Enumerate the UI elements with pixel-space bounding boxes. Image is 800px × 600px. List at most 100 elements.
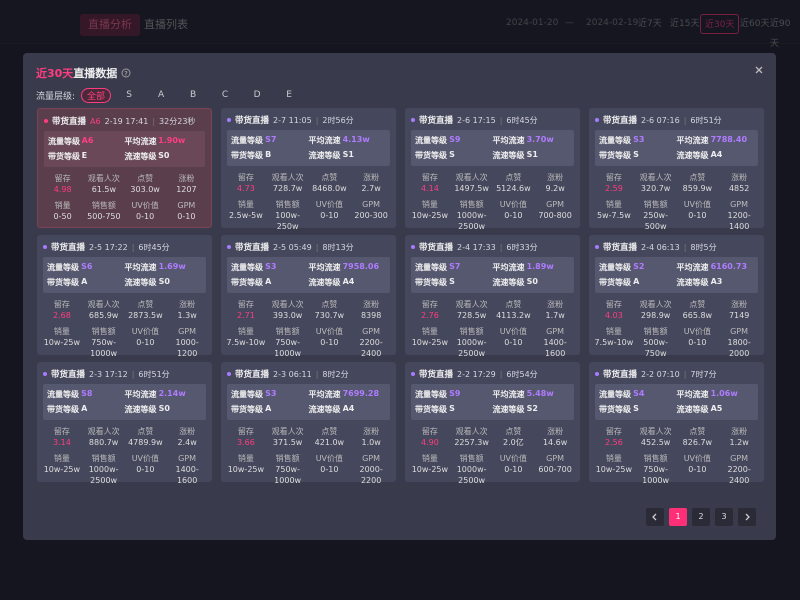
close-button[interactable] (754, 65, 764, 75)
stat-label: 销售额 (643, 200, 668, 209)
level-value: S0 (526, 277, 538, 286)
separator: | (683, 242, 687, 252)
stat: GPM 600-700 (534, 453, 576, 486)
stat-label: UV价值 (131, 454, 160, 463)
stat: 点赞 730.7w (309, 299, 351, 321)
stat-label: 销售额 (275, 327, 300, 336)
stat-label: GPM (546, 327, 565, 336)
page-button[interactable]: 3 (715, 508, 733, 526)
level-label: 平均流速 (492, 263, 525, 272)
level-value: S (449, 277, 455, 286)
live-card[interactable]: 带货直播 2-4 06:13 | 8时5分 流量等级 S2 平均流速 6160.73 带货等级 A… (589, 235, 764, 358)
level-value: S (633, 404, 639, 413)
filter-chip[interactable]: S (126, 90, 132, 100)
stat: 销售额 1000w-2500w (451, 199, 493, 232)
level-label: 流速等级 (308, 151, 341, 160)
stat-label: 销售额 (91, 454, 116, 463)
stat-label: UV价值 (315, 454, 344, 463)
stat-value: 0-10 (688, 338, 707, 347)
stat: GPM 1400-1600 (166, 453, 208, 486)
live-card[interactable]: 带货直播 2-6 07:16 | 6时51分 流量等级 S3 平均流速 7788.40 带货等级… (589, 108, 764, 231)
card-header: 带货直播 2-6 17:15 | 6时45分 (411, 114, 538, 126)
separator: | (131, 242, 135, 252)
live-card[interactable]: 带货直播 2-3 06:11 | 8时2分 流量等级 S3 平均流速 7699.28 带货等级 A… (221, 362, 396, 485)
live-card[interactable]: 带货直播 2-4 17:33 | 6时33分 流量等级 S7 平均流速 1.89w 带货等级 S 流… (405, 235, 580, 358)
live-card[interactable]: 带货直播 2-5 17:22 | 6时45分 流量等级 S6 平均流速 1.69w 带货等级 A 流… (37, 235, 212, 358)
page-arrow[interactable] (738, 508, 756, 526)
level-label: 流速等级 (676, 405, 709, 414)
stats-row: 留存 2.68 观看人次 685.9w 点赞 2873.5w 涨粉 1.3w (41, 299, 208, 321)
stat-label: 观看人次 (455, 427, 488, 436)
stat-label: GPM (178, 454, 197, 463)
stats-row: 留存 3.66 观看人次 371.5w 点赞 421.0w 涨粉 1.0w (225, 426, 392, 448)
level-label: 流速等级 (308, 278, 341, 287)
level-box: 流量等级 S3 平均流速 7699.28 带货等级 A 流速等级 A4 (227, 384, 390, 420)
page-button[interactable]: 2 (692, 508, 710, 526)
time: 2-6 07:16 (641, 115, 680, 125)
stat-value: 320.7w (640, 184, 671, 193)
time: 2-5 05:49 (273, 242, 312, 252)
stat-value: 0-10 (688, 465, 707, 474)
stats-row: 销量 10w-25w 销售额 750w-1000w UV价值 0-10 GPM 2200-24… (593, 453, 760, 486)
live-card[interactable]: 带货直播 2-5 05:49 | 8时13分 流量等级 S3 平均流速 7958.06 带货等级… (221, 235, 396, 358)
filter-chip[interactable]: 全部 (81, 87, 112, 103)
stat-label: 销售额 (643, 454, 668, 463)
stat-label: GPM (362, 327, 381, 336)
stat-value: 0-50 (53, 212, 72, 221)
stat-label: UV价值 (683, 200, 712, 209)
stat-label: 留存 (237, 173, 254, 182)
filter-chip[interactable]: E (286, 90, 292, 100)
live-type: 带货直播 (603, 116, 638, 126)
stats-row: 销量 7.5w-10w 销售额 750w-1000w UV价值 0-10 GPM 2200-2… (225, 326, 392, 359)
page-arrow[interactable] (646, 508, 664, 526)
stat-label: GPM (362, 454, 381, 463)
stat-label: 观看人次 (87, 427, 120, 436)
level-label: 带货等级 (415, 405, 447, 414)
stat-label: UV价值 (315, 327, 344, 336)
level-value: S8 (81, 389, 93, 398)
live-card[interactable]: 带货直播 2-3 17:12 | 6时51分 流量等级 S8 平均流速 2.14w 带货等级 A 流… (37, 362, 212, 485)
stat: 涨粉 9.2w (534, 172, 576, 194)
stat-value: 750w-1000w (90, 338, 118, 358)
stat: 涨粉 2.7w (350, 172, 392, 194)
stat-label: 涨粉 (731, 427, 748, 436)
stat-value: 2.71 (236, 311, 255, 320)
stat-label: 观看人次 (87, 300, 120, 309)
title-highlight: 近30天 (36, 67, 74, 80)
duration: 32分23秒 (159, 116, 196, 126)
stat-value: 4.90 (420, 438, 439, 447)
stat-value: 2000-2200 (359, 465, 383, 485)
level-value: 5.48w (526, 389, 554, 398)
stat-label: 销量 (54, 201, 71, 210)
stat-value: 8398 (360, 311, 382, 320)
filter-chip[interactable]: D (253, 90, 261, 100)
live-card[interactable]: 带货直播 2-6 17:15 | 6时45分 流量等级 S9 平均流速 3.70w 带货等级 S 流… (405, 108, 580, 231)
stat-label: 观看人次 (271, 300, 304, 309)
dot (595, 245, 599, 249)
page-button[interactable]: 1 (669, 508, 687, 526)
live-card[interactable]: 带货直播 A6 2-19 17:41 | 32分23秒 流量等级 A6 平均流速 1.90w 带货… (37, 108, 212, 228)
stats-row: 留存 2.56 观看人次 452.5w 点赞 826.7w 涨粉 1.2w (593, 426, 760, 448)
filter-chip[interactable]: A (157, 90, 165, 100)
level-label: 流速等级 (492, 278, 525, 287)
filter-chip[interactable]: B (189, 90, 197, 100)
stat-value: 1.3w (177, 311, 197, 320)
card-header: 带货直播 2-6 07:16 | 6时51分 (595, 114, 722, 126)
live-card[interactable]: 带货直播 2-2 07:10 | 7时7分 流量等级 S4 平均流速 1.06w 带货等级 S 流速… (589, 362, 764, 485)
stat: 销量 0-50 (42, 200, 83, 222)
stat-label: 销售额 (459, 454, 484, 463)
stat-label: 观看人次 (87, 174, 120, 183)
live-type: 带货直播 (235, 370, 270, 380)
live-card[interactable]: 带货直播 2-2 17:29 | 6时54分 流量等级 S9 平均流速 5.48w 带货等级 S 流… (405, 362, 580, 485)
stat: 点赞 859.9w (677, 172, 719, 194)
level-value: 3.70w (526, 135, 554, 144)
filter-chip[interactable]: C (221, 90, 229, 100)
dot (227, 372, 231, 376)
stat: 观看人次 452.5w (635, 426, 677, 448)
stat-value: 0-10 (504, 211, 523, 220)
help-icon[interactable]: ? (121, 68, 131, 78)
level-value: A (81, 277, 88, 286)
live-card[interactable]: 带货直播 2-7 11:05 | 2时56分 流量等级 S7 平均流速 4.13w 带货等级 B 流… (221, 108, 396, 231)
card-header: 带货直播 2-2 17:29 | 6时54分 (411, 368, 538, 380)
stat: 留存 2.71 (225, 299, 267, 321)
